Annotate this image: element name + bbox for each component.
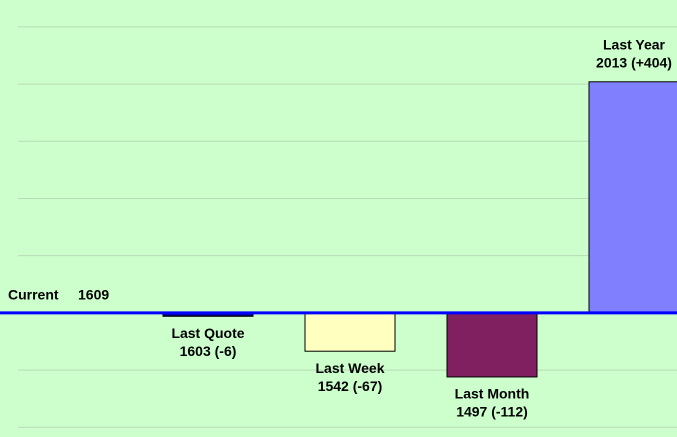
category-label: Last Month bbox=[455, 386, 530, 402]
value-label: 1542 (-67) bbox=[318, 378, 383, 394]
bar bbox=[588, 81, 677, 314]
value-label: 1603 (-6) bbox=[180, 343, 237, 359]
bar bbox=[446, 312, 538, 378]
category-label: Last Week bbox=[316, 360, 385, 376]
bar bbox=[304, 312, 396, 352]
category-label: Last Year bbox=[603, 36, 666, 52]
baseline-value: 1609 bbox=[78, 287, 109, 303]
category-label: Last Quote bbox=[171, 325, 244, 341]
baseline-label: Current bbox=[8, 287, 59, 303]
value-label: 2013 (+404) bbox=[596, 54, 672, 70]
value-label: 1497 (-112) bbox=[456, 404, 528, 420]
